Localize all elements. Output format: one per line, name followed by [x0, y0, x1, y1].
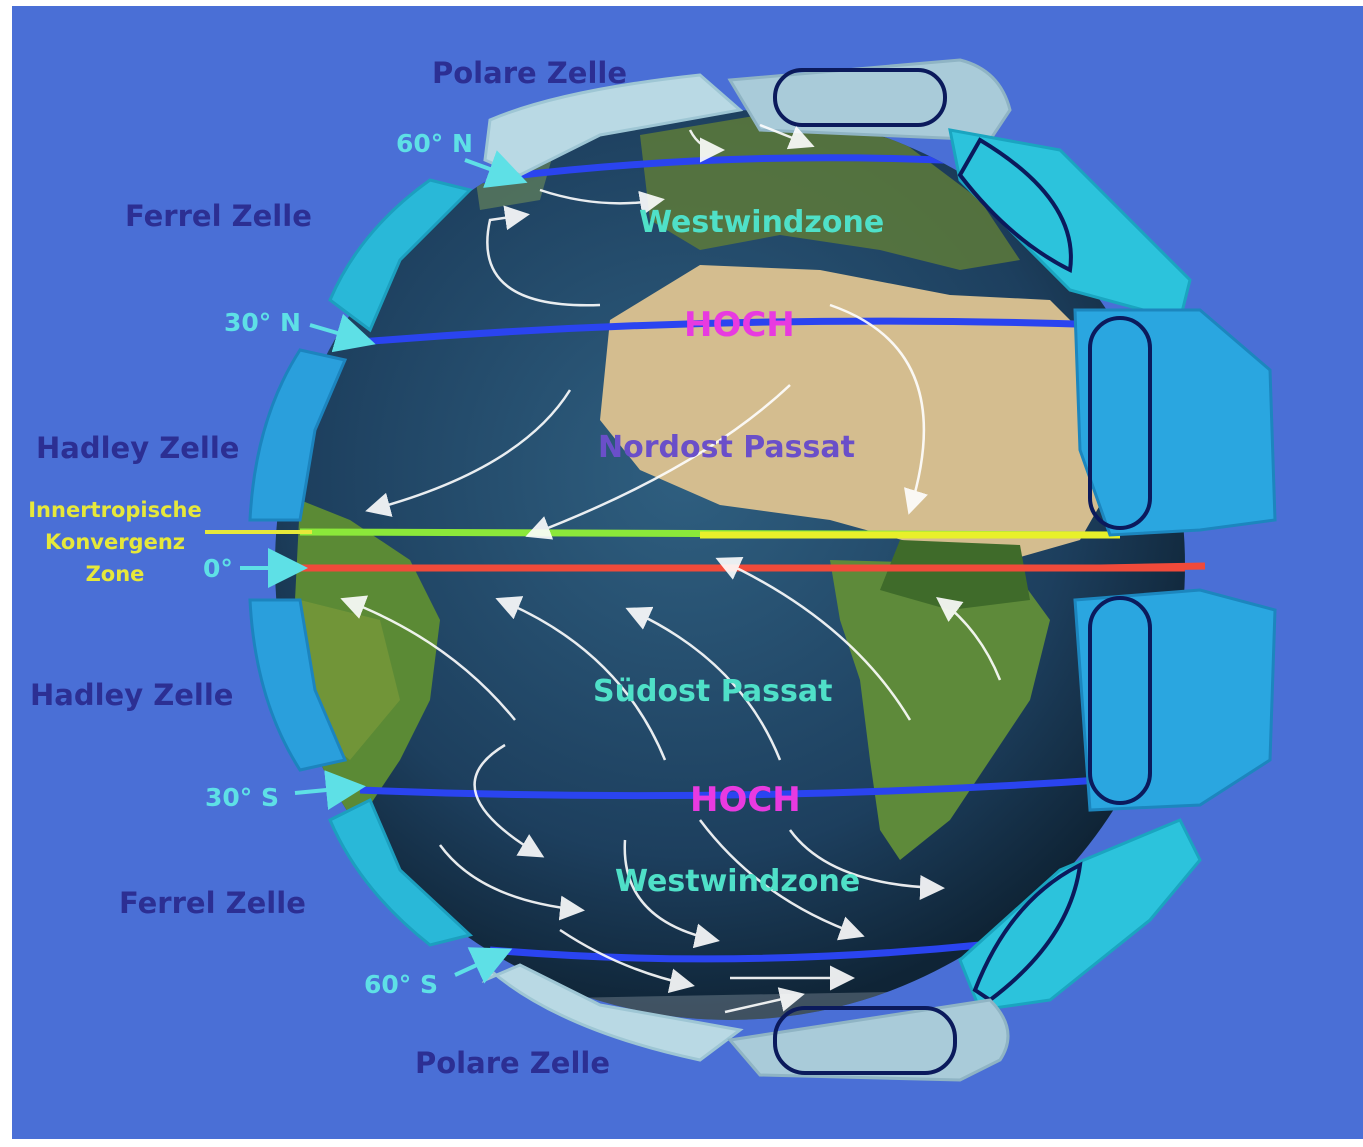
hadley-cell-north-right — [1073, 308, 1277, 537]
hadley-cell-south-label: Hadley Zelle — [30, 678, 234, 712]
ferrel-cell-south-left — [328, 797, 474, 947]
wind-arrows — [340, 123, 1002, 1014]
polar-cell-south-left — [481, 963, 744, 1062]
ferrel-cell-south-label: Ferrel Zelle — [119, 886, 306, 920]
polar-cell-north-label: Polare Zelle — [432, 56, 627, 90]
hadley-cell-south-right — [1073, 588, 1277, 812]
nordost-passat-label: Nordost Passat — [598, 430, 855, 465]
lat-line-60s — [489, 941, 981, 963]
lat-line-30n — [359, 317, 1111, 346]
lat-60n-label: 60° N — [396, 129, 473, 158]
itcz-label-line2: Konvergenz — [44, 530, 186, 554]
latitude-lines — [299, 154, 1185, 963]
hadley-cell-south-left — [248, 598, 348, 772]
polar-cell-north-left — [483, 73, 744, 177]
westwind-north-label: Westwindzone — [639, 205, 885, 240]
lat-line-60n — [479, 154, 981, 184]
lat-30n-label: 30° N — [224, 308, 301, 337]
hadley-cell-north-label: Hadley Zelle — [36, 431, 240, 465]
suedost-passat-label: Südost Passat — [593, 674, 833, 709]
hoch-north-label: HOCH — [684, 305, 795, 345]
polar-cell-south-right — [727, 998, 1010, 1082]
lat-line-30s — [359, 776, 1101, 800]
ferrel-cell-north-left — [328, 178, 473, 333]
itcz-label-line3: Zone — [85, 562, 145, 586]
polar-cell-south-label: Polare Zelle — [415, 1046, 610, 1080]
ferrel-cell-north-label: Ferrel Zelle — [125, 199, 312, 233]
hoch-south-label: HOCH — [690, 780, 801, 820]
hadley-cell-north-left — [248, 348, 348, 522]
itcz-label: Innertropische Konvergenz Zone — [14, 494, 216, 590]
latitude-pointers — [240, 150, 528, 984]
lat-30s-label: 30° S — [205, 783, 279, 812]
right-cells — [727, 58, 1277, 1082]
left-cells — [248, 73, 744, 1062]
itcz-label-line1: Innertropische — [28, 498, 202, 522]
lat-0-label: 0° — [203, 554, 233, 583]
westwind-south-label: Westwindzone — [615, 864, 861, 899]
lat-60s-label: 60° S — [364, 970, 438, 999]
